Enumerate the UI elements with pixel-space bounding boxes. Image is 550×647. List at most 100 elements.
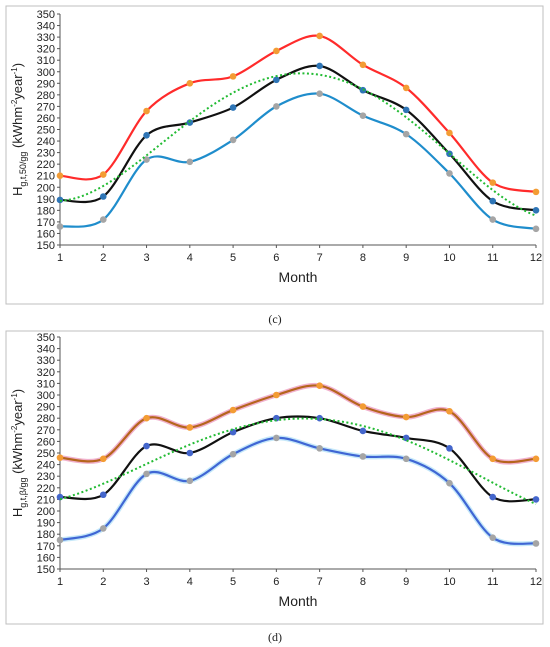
y-tick-label: 170 <box>37 541 55 553</box>
data-point <box>316 62 323 70</box>
y-tick-label: 330 <box>37 32 55 44</box>
data-point <box>99 171 107 178</box>
x-tick-label: 5 <box>230 576 236 588</box>
data-point <box>186 449 194 457</box>
caption-c: (c) <box>268 312 282 326</box>
y-tick-label: 350 <box>37 9 55 21</box>
y-tick-label: 350 <box>37 332 55 344</box>
data-point <box>99 455 107 463</box>
data-point <box>229 73 237 80</box>
data-point <box>359 427 367 435</box>
y-tick-label: 290 <box>37 78 55 90</box>
x-tick-label: 10 <box>443 576 455 588</box>
y-tick-label: 170 <box>37 217 55 229</box>
series-2 <box>56 90 540 233</box>
y-tick-label: 310 <box>37 55 55 67</box>
y-axis-label-part: -1 <box>10 393 19 401</box>
y-tick-label: 330 <box>37 355 55 367</box>
x-tick-label: 1 <box>57 576 63 588</box>
y-axis-label-part: (kWhm <box>10 433 25 478</box>
data-point <box>56 172 64 179</box>
x-tick-label: 12 <box>530 252 542 264</box>
y-tick-label: 220 <box>37 483 55 495</box>
y-axis-label-part: -1 <box>10 67 19 75</box>
y-axis-label-part: -2 <box>10 425 19 433</box>
x-tick-label: 6 <box>273 252 279 264</box>
data-point <box>446 129 453 137</box>
trendline <box>59 72 537 217</box>
data-point <box>359 453 367 460</box>
chart-frame <box>5 330 544 625</box>
y-tick-label: 200 <box>37 506 55 518</box>
y-tick-label: 280 <box>37 413 55 425</box>
data-point <box>532 225 540 233</box>
data-point <box>359 61 367 69</box>
data-point <box>316 382 323 390</box>
x-tick-label: 3 <box>143 252 149 264</box>
caption-d: (d) <box>268 630 282 644</box>
data-point <box>186 158 194 166</box>
y-tick-label: 240 <box>37 136 55 148</box>
y-tick-label: 300 <box>37 390 55 402</box>
data-point <box>186 119 194 126</box>
y-axis-label-part: (kWhm <box>10 107 25 152</box>
y-tick-label: 340 <box>37 344 55 356</box>
x-tick-label: 12 <box>530 576 542 588</box>
data-point <box>99 491 107 499</box>
data-point <box>99 193 107 200</box>
data-point <box>56 536 64 544</box>
x-tick-label: 10 <box>443 252 455 264</box>
data-point <box>489 455 497 463</box>
data-point <box>99 525 107 532</box>
y-tick-label: 310 <box>37 378 55 390</box>
y-tick-label: 280 <box>37 90 55 102</box>
data-point <box>532 207 540 214</box>
y-axis-label-part: H <box>10 187 25 196</box>
series-line <box>59 64 537 212</box>
data-point <box>143 414 150 422</box>
data-point <box>532 496 540 503</box>
series-line <box>59 415 537 503</box>
x-tick-label: 6 <box>273 576 279 588</box>
data-point <box>446 407 453 415</box>
data-point <box>316 414 323 422</box>
y-tick-label: 260 <box>37 436 55 448</box>
x-tick-label: 4 <box>187 576 193 588</box>
series-2 <box>56 434 540 547</box>
y-axis-label-part: year <box>10 74 25 100</box>
data-point <box>186 477 194 485</box>
y-tick-label: 160 <box>37 552 55 564</box>
x-tick-label: 11 <box>487 252 498 264</box>
data-point <box>273 47 280 55</box>
data-point <box>489 179 497 186</box>
data-point <box>402 130 410 138</box>
y-tick-label: 200 <box>37 182 55 194</box>
y-tick-label: 190 <box>37 518 55 530</box>
x-tick-label: 1 <box>57 252 63 264</box>
x-tick-label: 7 <box>317 576 323 588</box>
y-tick-label: 230 <box>37 148 55 160</box>
data-point <box>186 424 194 431</box>
y-axis-label: Hg,t,β/gg (kWhm-2year-1) <box>10 389 28 517</box>
data-point <box>532 455 540 463</box>
x-axis-label: Month <box>279 593 318 609</box>
data-point <box>359 403 367 410</box>
series-line <box>59 92 537 230</box>
x-tick-label: 2 <box>100 252 106 264</box>
data-point <box>56 454 64 461</box>
data-point <box>402 413 410 421</box>
data-point <box>143 131 150 139</box>
y-tick-label: 210 <box>37 494 55 506</box>
data-point <box>273 76 280 84</box>
data-point <box>229 136 237 144</box>
data-point <box>316 445 323 452</box>
data-point <box>402 455 410 463</box>
data-point <box>273 103 280 110</box>
series-line-halo <box>57 382 539 465</box>
data-point <box>229 450 237 458</box>
line-chart-d: 1501601701801902002102202302402502602702… <box>5 330 544 625</box>
y-tick-label: 190 <box>37 194 55 206</box>
data-point <box>532 188 540 196</box>
y-tick-label: 180 <box>37 529 55 541</box>
chart-frame <box>5 5 544 305</box>
